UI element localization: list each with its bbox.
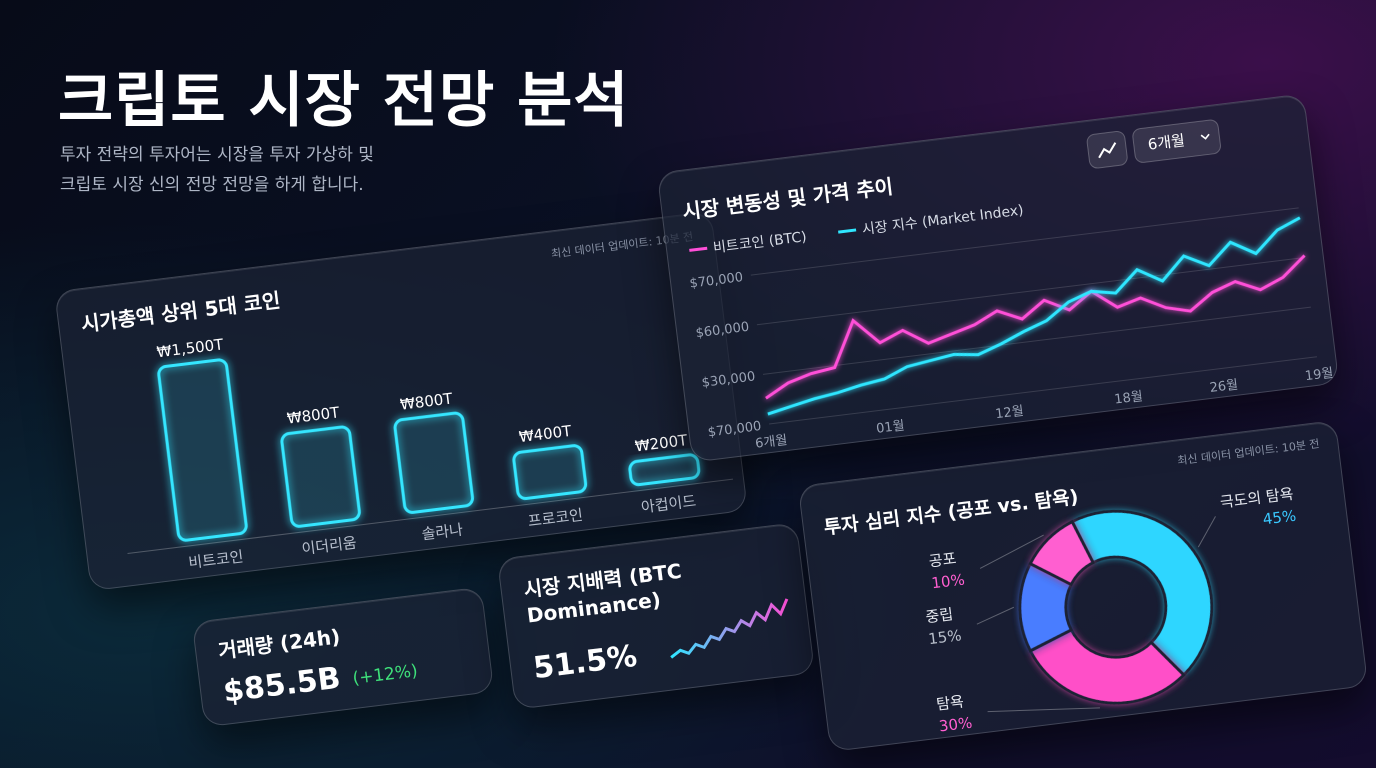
- leader-line: [979, 534, 1044, 569]
- legend-label: 시장 지수 (Market Index): [861, 202, 1024, 238]
- y-tick-label: $70,000: [707, 419, 762, 440]
- category-label: 비트코인: [187, 547, 244, 572]
- grid-line: [756, 256, 1305, 326]
- x-tick-label: 26월: [1209, 378, 1239, 396]
- dropdown-chevron: [1200, 133, 1210, 140]
- kpi: 시장 지배력 (BTC Dominance) 51.5%: [522, 559, 789, 686]
- period-label: 6개월: [1147, 131, 1186, 153]
- donut-chart: 투자 심리 지수 (공포 vs. 탐욕) 최신 데이터 업데이트: 10분 전 …: [823, 437, 1321, 736]
- y-tick-label: $60,000: [695, 320, 750, 341]
- subtitle-line: 크립토 시장 신의 전망 전망을 하게 합니다.: [60, 175, 364, 195]
- slice-value: 45%: [1262, 507, 1297, 529]
- chart-icon: [1098, 142, 1117, 159]
- subtitle-line: 투자 전략의 투자어는 시장을 투자 가상하 및: [60, 145, 374, 165]
- value-label: ₩200T: [634, 431, 689, 455]
- series-line: [765, 254, 1306, 400]
- chart-title: 시가총액 상위 5대 코인: [80, 288, 282, 336]
- x-tick-label: 12월: [994, 404, 1024, 422]
- value-label: ₩1,500T: [156, 335, 225, 361]
- category-label: 이더리움: [301, 534, 358, 559]
- kpi-value: $85.5B: [221, 661, 342, 710]
- leader-line: [1197, 516, 1216, 548]
- y-tick-label: $70,000: [689, 270, 744, 291]
- slice-value: 15%: [927, 626, 962, 648]
- subtitle: 투자 전략의 투자어는 시장을 투자 가상하 및 크립토 시장 신의 전망 전망…: [60, 140, 374, 200]
- x-tick-label: 18월: [1114, 389, 1144, 407]
- slice-label: 중립: [925, 605, 955, 626]
- donut-segment: [1028, 519, 1096, 587]
- sentiment-card: 투자 심리 지수 (공포 vs. 탐욕) 최신 데이터 업데이트: 10분 전 …: [797, 419, 1369, 753]
- kpi-change: (+12%): [352, 661, 419, 689]
- bar: [512, 444, 588, 500]
- value-label: ₩800T: [286, 403, 341, 427]
- legend-swatch: [838, 228, 857, 234]
- kpi-value: 51.5%: [531, 639, 639, 686]
- grid-line: [750, 207, 1299, 276]
- x-tick-label: 01월: [875, 419, 905, 437]
- period-dropdown[interactable]: [1132, 119, 1222, 163]
- donut-segment: [1028, 627, 1186, 705]
- category-label: 아컵이드: [640, 492, 697, 517]
- bar: [628, 453, 701, 487]
- category-label: 프로코인: [527, 506, 584, 531]
- bar: [157, 358, 248, 542]
- leader-line: [987, 707, 1100, 713]
- grid-line: [769, 356, 1318, 425]
- bar: [280, 425, 361, 528]
- line-chart: 시장 변동성 및 가격 추이 6개월 $70,000 $60,000 $30,000…: [681, 119, 1334, 452]
- chart-title: 투자 심리 지수 (공포 vs. 탐욕): [823, 486, 1080, 539]
- slice-value: 30%: [938, 714, 973, 736]
- kpi-title: 거래량 (24h): [217, 624, 342, 663]
- baseline: [127, 478, 734, 554]
- chart-title: 시장 변동성 및 가격 추이: [681, 174, 894, 224]
- series-line: [767, 216, 1301, 416]
- sparkline: [670, 598, 789, 659]
- slice-label: 탐욕: [935, 692, 965, 713]
- x-tick-label: 6개월: [754, 433, 788, 452]
- chart-type-button[interactable]: [1086, 130, 1128, 169]
- value-label: ₩800T: [399, 389, 454, 413]
- line-card: 시장 변동성 및 가격 추이 6개월 $70,000 $60,000 $30,000…: [656, 93, 1340, 463]
- slice-value: 10%: [930, 570, 965, 592]
- slice-label: 공포: [928, 549, 958, 570]
- dominance-card: 시장 지배력 (BTC Dominance) 51.5%: [496, 522, 816, 710]
- grid-line: [762, 306, 1311, 375]
- kpi: 거래량 (24h) $85.5B (+12%): [217, 624, 419, 710]
- leader-line: [976, 606, 1015, 625]
- update-note: 최신 데이터 업데이트: 10분 전: [1177, 437, 1321, 467]
- bar: [393, 411, 474, 514]
- donut-segment: [1070, 509, 1214, 678]
- y-tick-label: $30,000: [701, 369, 756, 390]
- category-label: 솔라나: [421, 520, 464, 543]
- bar-card: 시가총액 상위 5대 코인 최신 데이터 업데이트: 10분 전 ₩1,500T…: [54, 210, 748, 592]
- volume-card: 거래량 (24h) $85.5B (+12%): [191, 586, 495, 728]
- bar-chart: 시가총액 상위 5대 코인 최신 데이터 업데이트: 10분 전 ₩1,500T…: [80, 230, 734, 572]
- legend-label: 비트코인 (BTC): [712, 229, 807, 256]
- value-label: ₩400T: [518, 422, 573, 446]
- x-tick-label: 19월: [1304, 366, 1334, 384]
- page-title: 크립토 시장 전망 분석: [58, 66, 630, 136]
- legend-swatch: [689, 246, 708, 252]
